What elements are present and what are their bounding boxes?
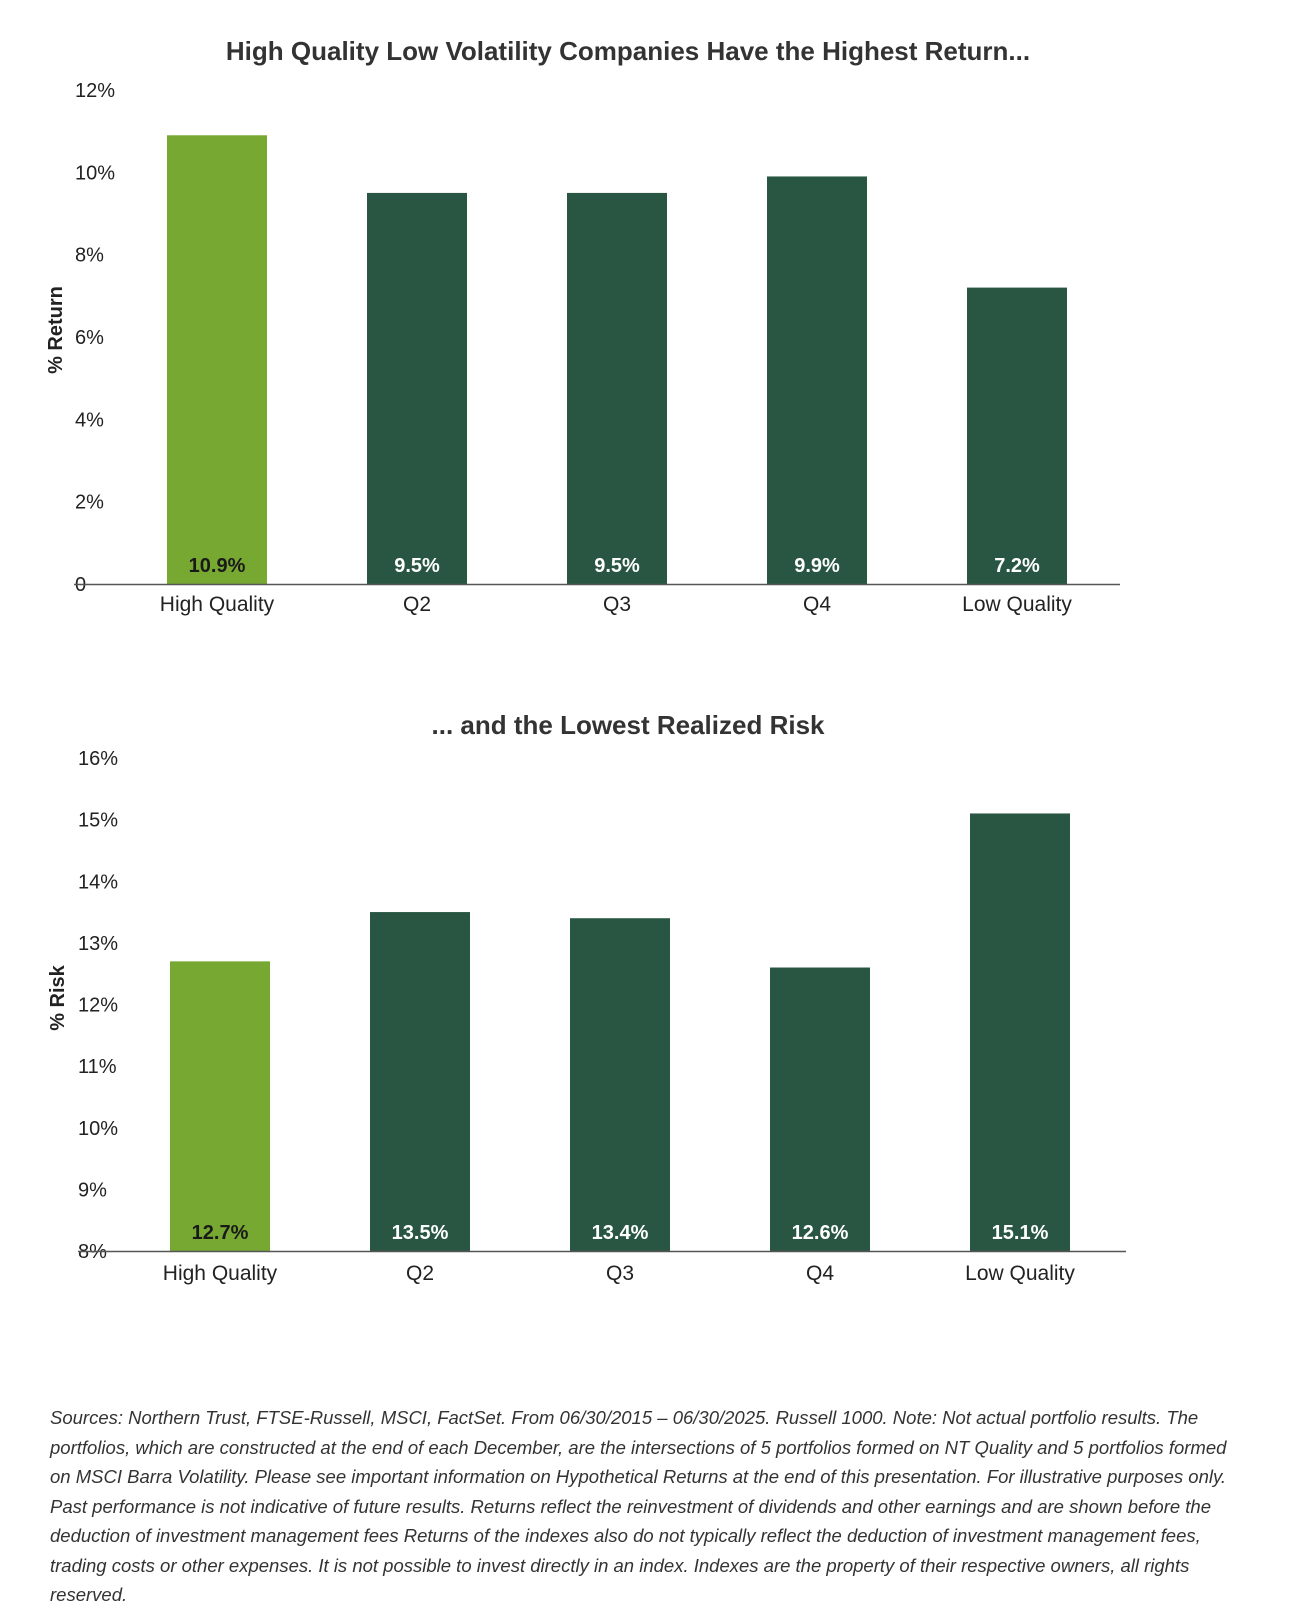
sources-footnote: Sources: Northern Trust, FTSE-Russell, M… (50, 1407, 1227, 1605)
x-tick-label: Q4 (806, 1262, 834, 1285)
y-tick-label: 11% (78, 1056, 117, 1078)
x-tick-label: High Quality (163, 1262, 278, 1285)
data-label: 10.9% (189, 555, 246, 577)
y-tick-label: 15% (78, 810, 118, 832)
y-tick-label: 6% (75, 327, 104, 349)
chart-title: ... and the Lowest Realized Risk (432, 710, 826, 740)
x-tick-label: High Quality (160, 593, 275, 616)
x-tick-label: Low Quality (962, 593, 1072, 616)
data-label: 9.5% (394, 555, 440, 577)
data-label: 13.4% (592, 1222, 649, 1244)
return-chart: High Quality Low Volatility Companies Ha… (45, 36, 1120, 616)
y-tick-label: 12% (78, 995, 118, 1017)
data-label: 9.9% (794, 555, 840, 577)
data-label: 9.5% (594, 555, 640, 577)
x-tick-label: Low Quality (965, 1262, 1075, 1285)
x-tick-label: Q3 (603, 593, 631, 616)
bar (567, 192, 667, 584)
bar (367, 192, 467, 584)
y-tick-label: 12% (75, 80, 115, 102)
y-tick-label: 16% (78, 748, 118, 770)
data-label: 13.5% (392, 1222, 449, 1244)
y-tick-label: 14% (78, 871, 118, 893)
y-axis-label: % Risk (47, 964, 69, 1030)
bar (167, 135, 267, 585)
y-tick-label: 13% (78, 933, 118, 955)
y-axis-label: % Return (45, 286, 67, 374)
bar (370, 912, 470, 1251)
y-tick-label: 9% (78, 1179, 107, 1201)
x-tick-label: Q4 (803, 593, 831, 616)
data-label: 12.6% (792, 1222, 849, 1244)
data-label: 7.2% (994, 555, 1040, 577)
y-tick-label: 10% (78, 1118, 118, 1140)
y-tick-label: 2% (75, 492, 104, 514)
bar (967, 287, 1067, 584)
x-tick-label: Q2 (406, 1262, 434, 1285)
x-tick-label: Q3 (606, 1262, 634, 1285)
bar (770, 967, 870, 1251)
bar (570, 918, 670, 1251)
y-tick-label: 4% (75, 409, 104, 431)
data-label: 12.7% (192, 1222, 249, 1244)
bar (170, 961, 270, 1251)
bar (767, 176, 867, 584)
y-tick-label: 10% (75, 162, 115, 184)
data-label: 15.1% (992, 1222, 1049, 1244)
risk-chart: ... and the Lowest Realized Risk% Risk8%… (47, 710, 1126, 1285)
x-tick-label: Q2 (403, 593, 431, 616)
bar (970, 813, 1070, 1251)
y-tick-label: 8% (75, 245, 104, 267)
chart-title: High Quality Low Volatility Companies Ha… (226, 36, 1030, 66)
